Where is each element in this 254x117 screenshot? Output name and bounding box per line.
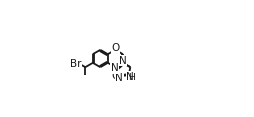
Text: O: O <box>111 43 119 53</box>
Text: Br: Br <box>70 59 82 69</box>
Text: H: H <box>128 73 134 82</box>
Text: N: N <box>119 56 126 66</box>
Text: N: N <box>126 72 134 82</box>
Text: N: N <box>110 63 118 73</box>
Text: N: N <box>115 73 123 83</box>
Text: O: O <box>111 71 119 81</box>
